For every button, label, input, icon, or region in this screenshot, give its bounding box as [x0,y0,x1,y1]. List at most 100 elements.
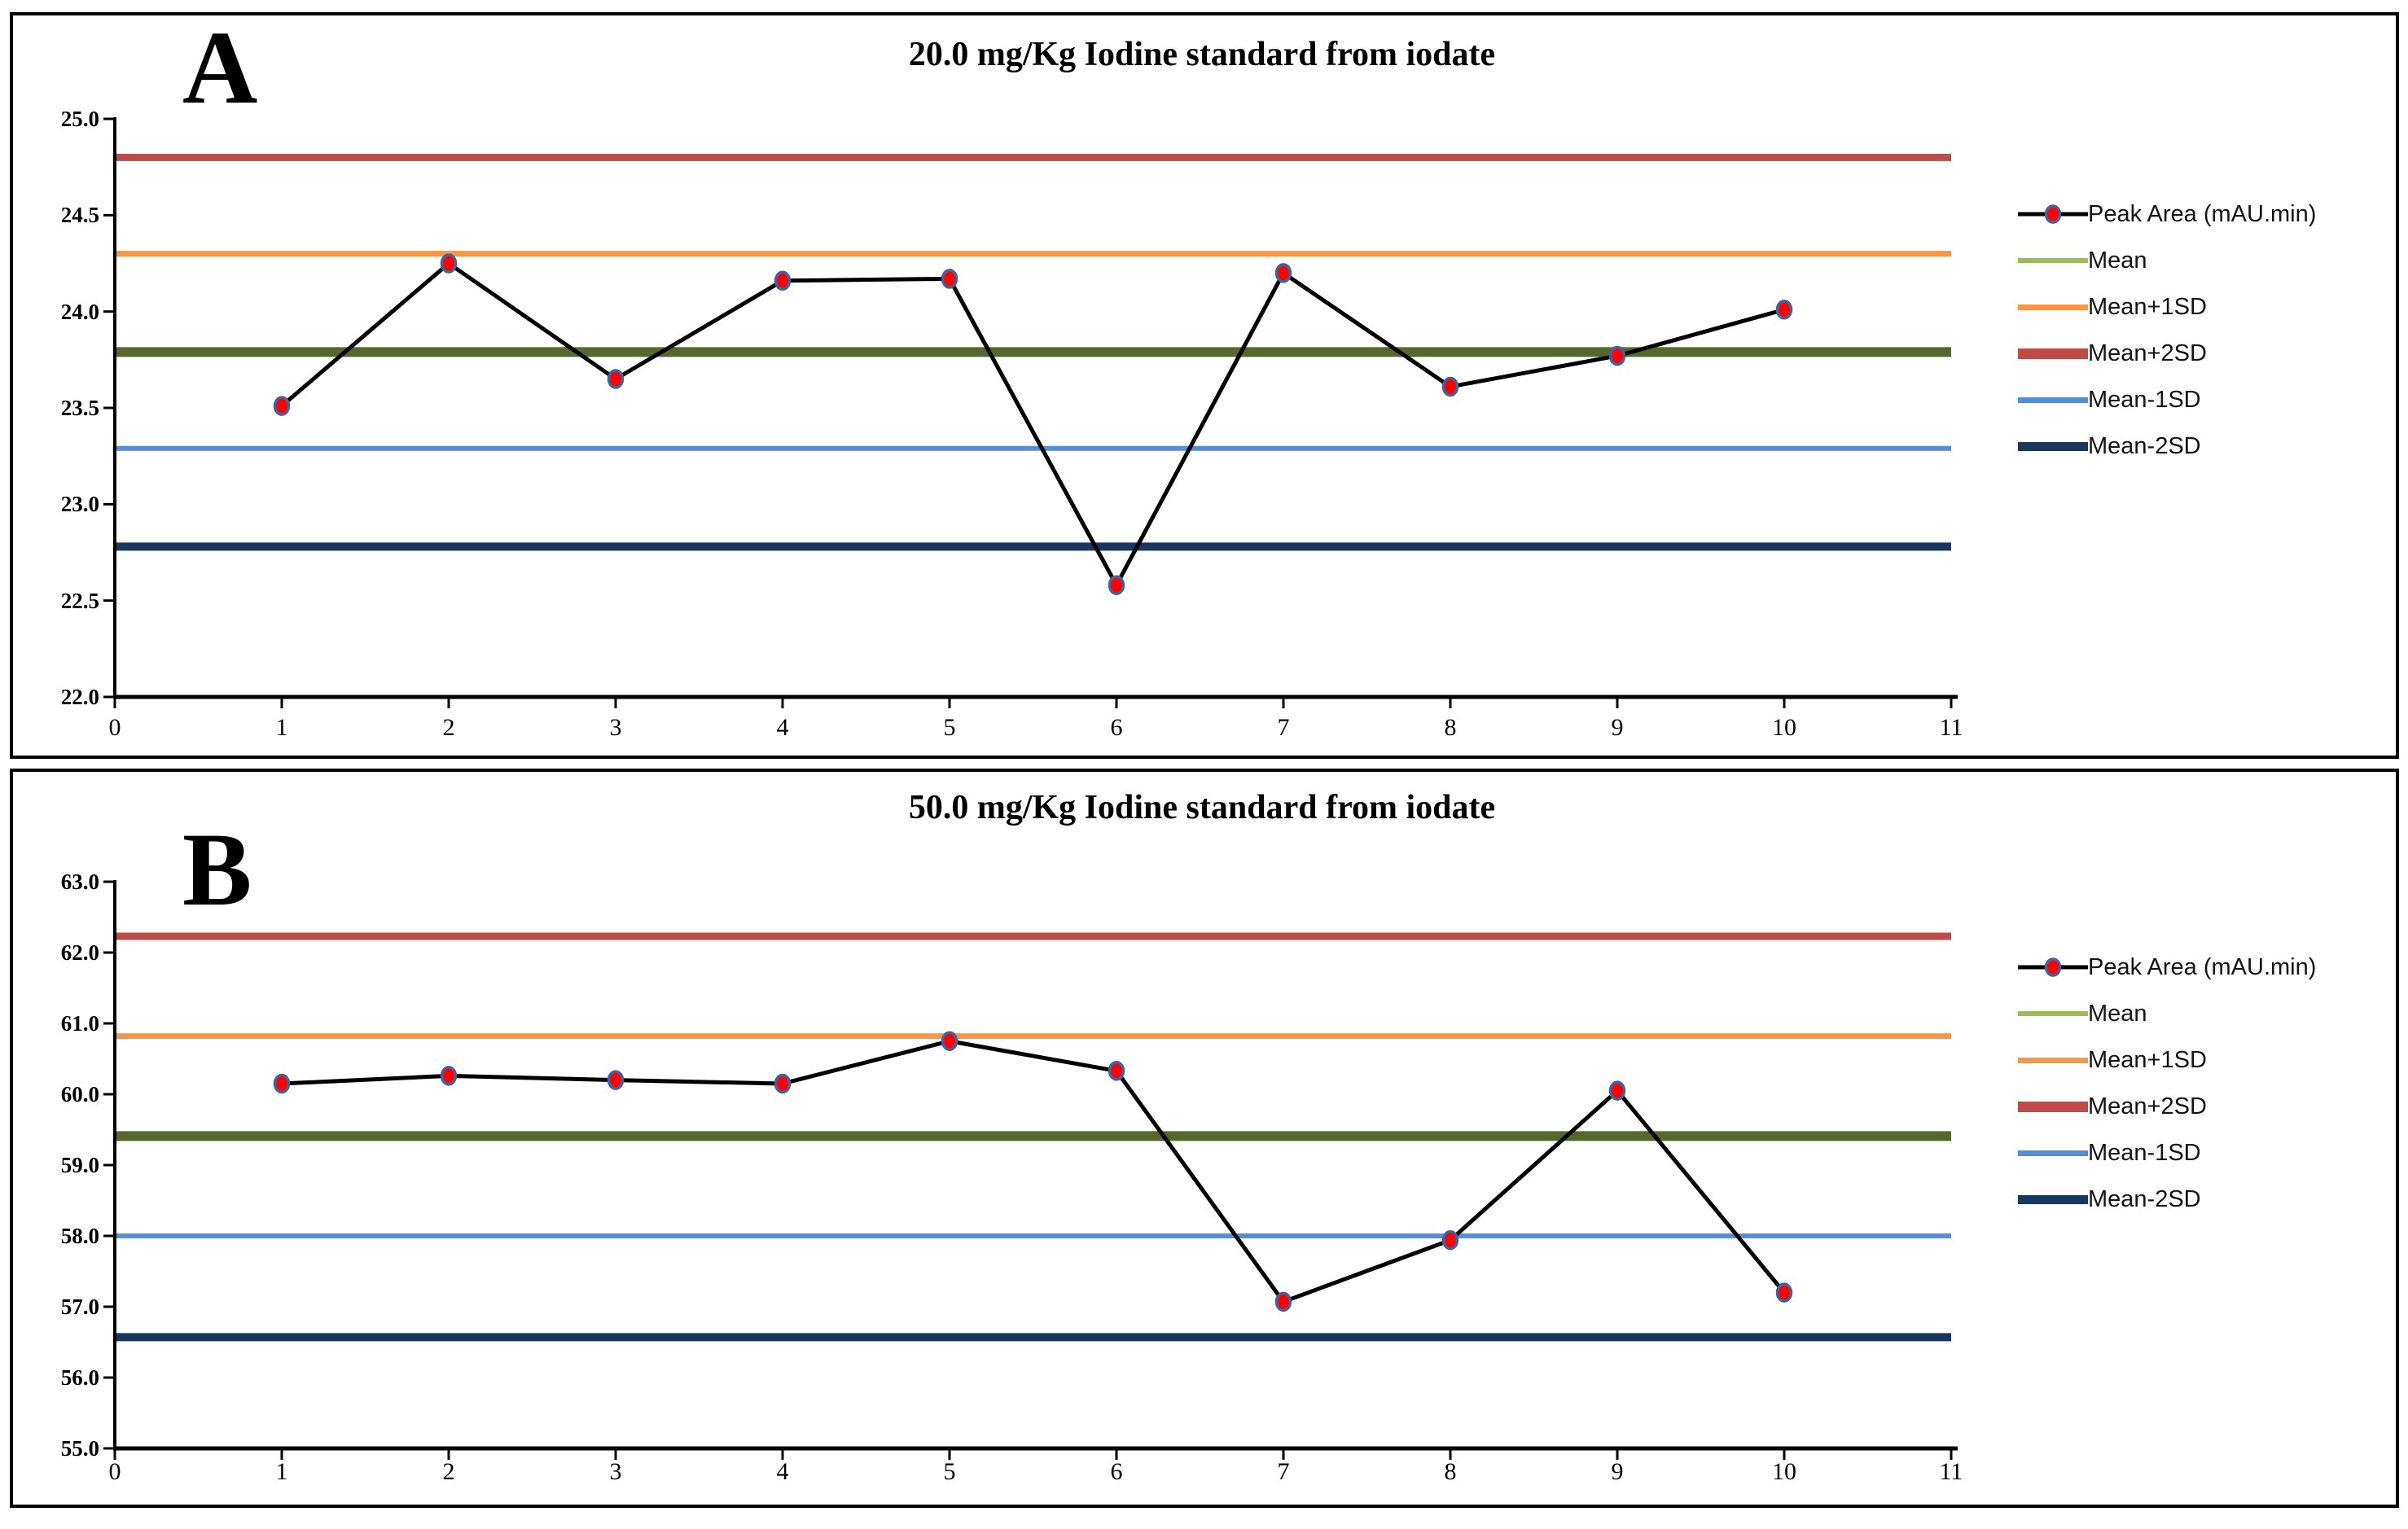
y-tick-label: 56.0 [60,1365,99,1390]
legend-line-swatch [2018,304,2088,310]
plot-area-b [103,880,1958,1460]
x-tick-label: 3 [609,714,622,741]
x-tick-label: 11 [1939,714,1963,741]
x-tick-label: 1 [275,1458,288,1485]
data-point-marker [273,1073,291,1094]
x-tick-label: 0 [108,714,121,741]
legend-series-marker-icon [2018,204,2088,224]
legend-item-mean: Mean [2018,1000,2147,1027]
x-tick-label: 5 [943,714,956,741]
x-tick-label: 2 [442,714,455,741]
x-tick-label: 7 [1277,714,1290,741]
x-tick-label: 5 [943,1458,956,1485]
y-tick-label: 23.0 [60,492,99,517]
legend-line-swatch [2018,1011,2088,1016]
legend-label: Peak Area (mAU.min) [2088,200,2317,227]
legend-swatch-minus1 [2018,386,2088,414]
legend-line-swatch [2018,1194,2088,1204]
legend-item-minus1: Mean-1SD [2018,386,2201,414]
legend-swatch-minus1 [2018,1139,2088,1167]
data-point-marker [1274,1291,1292,1312]
legend-line-swatch [2018,441,2088,451]
legend-line-swatch [2018,348,2088,359]
x-tick-label: 8 [1444,1458,1457,1485]
legend-item-minus2: Mean-2SD [2018,1185,2201,1213]
data-point-marker [774,1073,792,1094]
legend-label: Mean+1SD [2088,1046,2207,1073]
panel-letter-b: B [182,812,252,927]
legend-swatch-series [2018,953,2088,981]
panel-letter-a: A [182,10,258,125]
chart-title-b: 50.0 mg/Kg Iodine standard from iodate [908,789,1496,826]
legend-line-swatch [2018,1057,2088,1063]
data-point-marker [1108,1061,1125,1081]
data-point-marker [941,1031,958,1051]
legend-line-swatch [2018,396,2088,403]
x-tick-label: 2 [442,1458,455,1485]
data-point-marker [440,253,458,274]
legend-item-plus1: Mean+1SD [2018,1046,2207,1074]
x-tick-label: 4 [776,714,789,741]
data-point-marker [1775,300,1793,320]
legend-label: Mean-1SD [2088,386,2201,413]
legend-label: Mean [2088,1000,2147,1027]
legend-swatch-mean [2018,1000,2088,1027]
legend-swatch-minus2 [2018,432,2088,460]
control-chart-panel-b: B 50.0 mg/Kg Iodine standard from iodate… [10,769,2399,1508]
y-tick-label: 22.0 [60,685,99,709]
legend-label: Mean+1SD [2088,293,2207,320]
y-tick-label: 24.5 [60,203,99,228]
control-chart-panel-a: A 20.0 mg/Kg Iodine standard from iodate… [10,12,2399,759]
series-line-peak-area [279,1039,1787,1304]
legend-item-minus2: Mean-2SD [2018,432,2201,460]
y-tick-label: 63.0 [60,870,99,894]
legend-swatch-plus2 [2018,1093,2088,1120]
y-tick-label: 60.0 [60,1082,99,1106]
legend-swatch-minus2 [2018,1185,2088,1213]
data-point-marker [1775,1282,1793,1303]
legend-line-swatch [2018,258,2088,263]
x-tick-label: 6 [1110,1458,1123,1485]
legend-label: Mean+2SD [2088,340,2207,366]
y-tick-label: 55.0 [60,1436,99,1461]
legend-label: Mean+2SD [2088,1093,2207,1119]
legend-item-minus1: Mean-1SD [2018,1139,2201,1167]
legend-item-plus2: Mean+2SD [2018,1093,2207,1120]
y-tick-label: 24.0 [60,299,99,324]
x-tick-label: 9 [1611,714,1624,741]
data-point-marker [1608,345,1626,366]
x-tick-label: 10 [1772,714,1796,741]
legend-swatch-series [2018,200,2088,228]
x-tick-label: 1 [275,714,288,741]
y-tick-label: 61.0 [60,1011,99,1036]
plot-area-a [103,117,1958,708]
legend-line-swatch [2018,1150,2088,1156]
y-tick-label: 62.0 [60,940,99,965]
data-point-marker [1108,575,1125,595]
legend-series-marker-icon [2018,957,2088,977]
data-point-marker [1608,1080,1626,1101]
data-point-marker [607,369,625,389]
y-tick-label: 59.0 [60,1153,99,1177]
legend-swatch-plus1 [2018,1046,2088,1074]
legend-label: Peak Area (mAU.min) [2088,953,2317,980]
x-tick-label: 4 [776,1458,789,1485]
legend-item-series: Peak Area (mAU.min) [2018,953,2316,981]
legend-item-mean: Mean [2018,247,2147,274]
data-point-marker [941,269,958,289]
x-tick-label: 9 [1611,1458,1624,1485]
data-point-marker [1441,1229,1459,1251]
legend-line-swatch [2018,1101,2088,1112]
x-tick-label: 7 [1277,1458,1290,1485]
data-point-marker [1274,263,1292,283]
y-tick-label: 25.0 [60,107,99,131]
chart-title-a: 20.0 mg/Kg Iodine standard from iodate [908,36,1496,73]
data-point-marker [1441,376,1459,397]
data-point-marker [607,1070,625,1090]
legend-label: Mean [2088,247,2147,274]
legend-item-series: Peak Area (mAU.min) [2018,200,2316,228]
y-tick-label: 22.5 [60,588,99,613]
x-tick-label: 3 [609,1458,622,1485]
x-tick-label: 11 [1939,1458,1963,1485]
legend-swatch-mean [2018,247,2088,274]
